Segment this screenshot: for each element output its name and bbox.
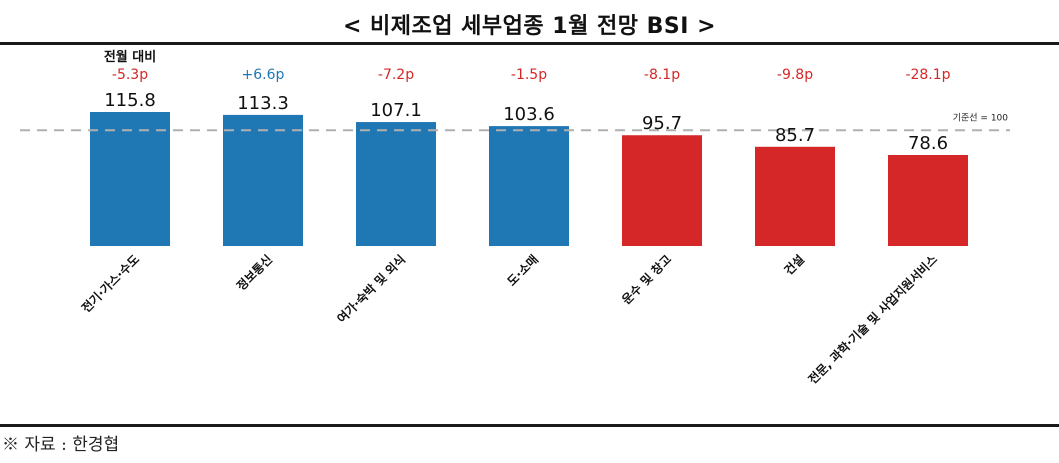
value-label-6: 85.7 xyxy=(775,125,815,146)
top-rule xyxy=(0,42,1059,45)
category-label-1: 전기·가스·수도 xyxy=(78,252,142,316)
baseline-label: 기준선 = 100 xyxy=(953,112,1009,123)
bottom-rule xyxy=(0,424,1059,427)
change-header: 전월 대비 xyxy=(104,49,156,65)
value-label-7: 78.6 xyxy=(908,133,948,154)
bar-3 xyxy=(356,122,436,246)
change-label-4: -1.5p xyxy=(511,67,547,83)
chart-title: < 비제조업 세부업종 1월 전망 BSI > xyxy=(342,14,717,39)
value-label-3: 107.1 xyxy=(370,100,422,121)
category-label-4: 도·소매 xyxy=(504,252,541,289)
bar-5 xyxy=(622,135,702,246)
change-label-2: +6.6p xyxy=(242,67,285,83)
bar-4 xyxy=(489,126,569,246)
value-label-2: 113.3 xyxy=(237,93,289,114)
value-label-4: 103.6 xyxy=(503,104,555,125)
change-label-6: -9.8p xyxy=(777,67,813,83)
category-label-6: 건설 xyxy=(781,252,807,278)
bar-2 xyxy=(223,114,303,246)
bar-1 xyxy=(90,112,170,246)
change-label-5: -8.1p xyxy=(644,67,680,83)
value-label-1: 115.8 xyxy=(104,90,156,111)
bar-6 xyxy=(755,146,835,246)
change-label-1: -5.3p xyxy=(112,67,148,83)
bar-7 xyxy=(888,155,968,246)
category-label-5: 운수 및 창고 xyxy=(619,252,675,308)
category-label-2: 정보통신 xyxy=(233,252,275,294)
change-label-7: -28.1p xyxy=(905,67,950,83)
category-label-7: 전문, 과학·기술 및 사업지원서비스 xyxy=(805,252,940,387)
source-note: ※ 자료 : 한경협 xyxy=(2,435,120,455)
category-label-3: 여가·숙박 및 외식 xyxy=(334,252,408,326)
change-label-3: -7.2p xyxy=(378,67,414,83)
value-label-5: 95.7 xyxy=(642,113,682,134)
